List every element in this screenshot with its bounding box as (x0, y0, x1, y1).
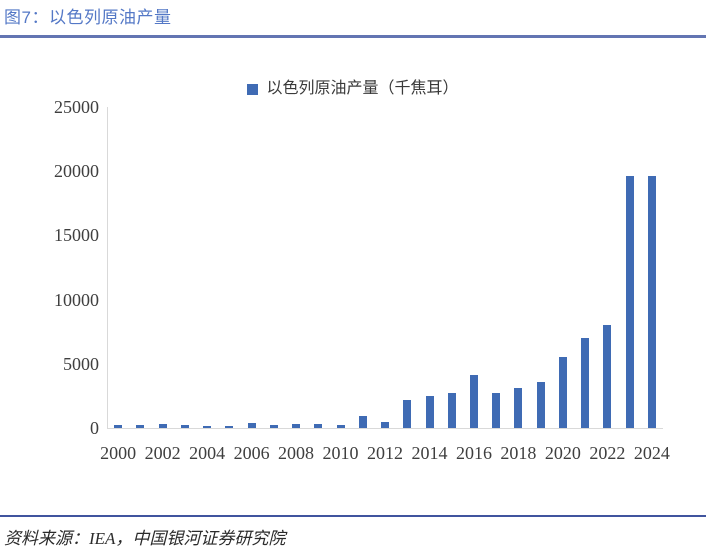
bar-2006 (247, 422, 256, 428)
y-axis-tick-label: 15000 (54, 225, 99, 246)
x-axis-tick-label: 2016 (456, 443, 492, 463)
x-axis-tick-label: 2012 (367, 443, 403, 463)
y-axis-tick-label: 20000 (54, 161, 99, 182)
bar-chart-plot-area: 0 5000 10000 15000 20000 25000 2000 2002 2004 200… (54, 97, 670, 463)
bar-2004 (203, 426, 212, 428)
bar-2013 (403, 399, 412, 428)
bar-2001 (136, 424, 145, 428)
x-axis-tick-label: 2024 (633, 443, 670, 463)
x-axis-tick-label: 2018 (500, 443, 537, 463)
bar-2017 (492, 393, 501, 428)
bar-2022 (603, 325, 612, 428)
source-note: 资料来源：IEA，中国银河证券研究院 (4, 529, 286, 548)
y-axis-line (107, 107, 108, 428)
bar-2024 (647, 176, 656, 428)
bar-2000 (114, 424, 123, 428)
bar-2014 (425, 395, 434, 428)
bar-2015 (447, 393, 456, 428)
bar-2011 (358, 416, 367, 428)
bar-2018 (514, 388, 523, 428)
footer-divider (0, 515, 706, 517)
x-axis-tick-label: 2004 (189, 443, 226, 463)
figure-title: 图7：以色列原油产量 (4, 8, 172, 27)
y-axis-tick-label: 5000 (63, 353, 99, 374)
legend-label: 以色列原油产量（千焦耳） (266, 80, 459, 97)
x-axis-tick-label: 2002 (144, 443, 181, 463)
legend-color-swatch (247, 83, 259, 95)
bar-2008 (292, 423, 300, 428)
x-axis-tick-label: 2010 (322, 443, 359, 463)
bar-2019 (536, 381, 545, 428)
x-axis-line (107, 428, 663, 429)
x-axis-tick-label: 2020 (544, 443, 581, 463)
bar-2005 (225, 426, 234, 428)
bar-2010 (336, 424, 345, 428)
title-divider (0, 35, 706, 38)
bar-2023 (625, 176, 634, 428)
x-axis-tick-label: 2006 (233, 443, 270, 463)
bar-2009 (314, 424, 323, 428)
x-axis-tick-label: 2000 (100, 443, 137, 463)
bar-2007 (269, 424, 278, 428)
y-axis-tick-label: 0 (90, 418, 99, 438)
chart-legend: 以色列原油产量（千焦耳） (0, 79, 706, 99)
y-axis-tick-label: 10000 (54, 289, 99, 310)
x-axis-tick-label: 2008 (278, 443, 314, 463)
x-axis-tick-label: 2022 (589, 443, 626, 463)
x-axis-tick-label: 2014 (411, 443, 448, 463)
bar-2021 (581, 338, 590, 428)
bar-2012 (381, 421, 389, 428)
bar-2020 (558, 357, 567, 428)
bar-2002 (158, 423, 167, 428)
bar-2003 (180, 425, 189, 428)
bar-2016 (470, 375, 478, 428)
y-axis-tick-label: 25000 (54, 97, 99, 117)
